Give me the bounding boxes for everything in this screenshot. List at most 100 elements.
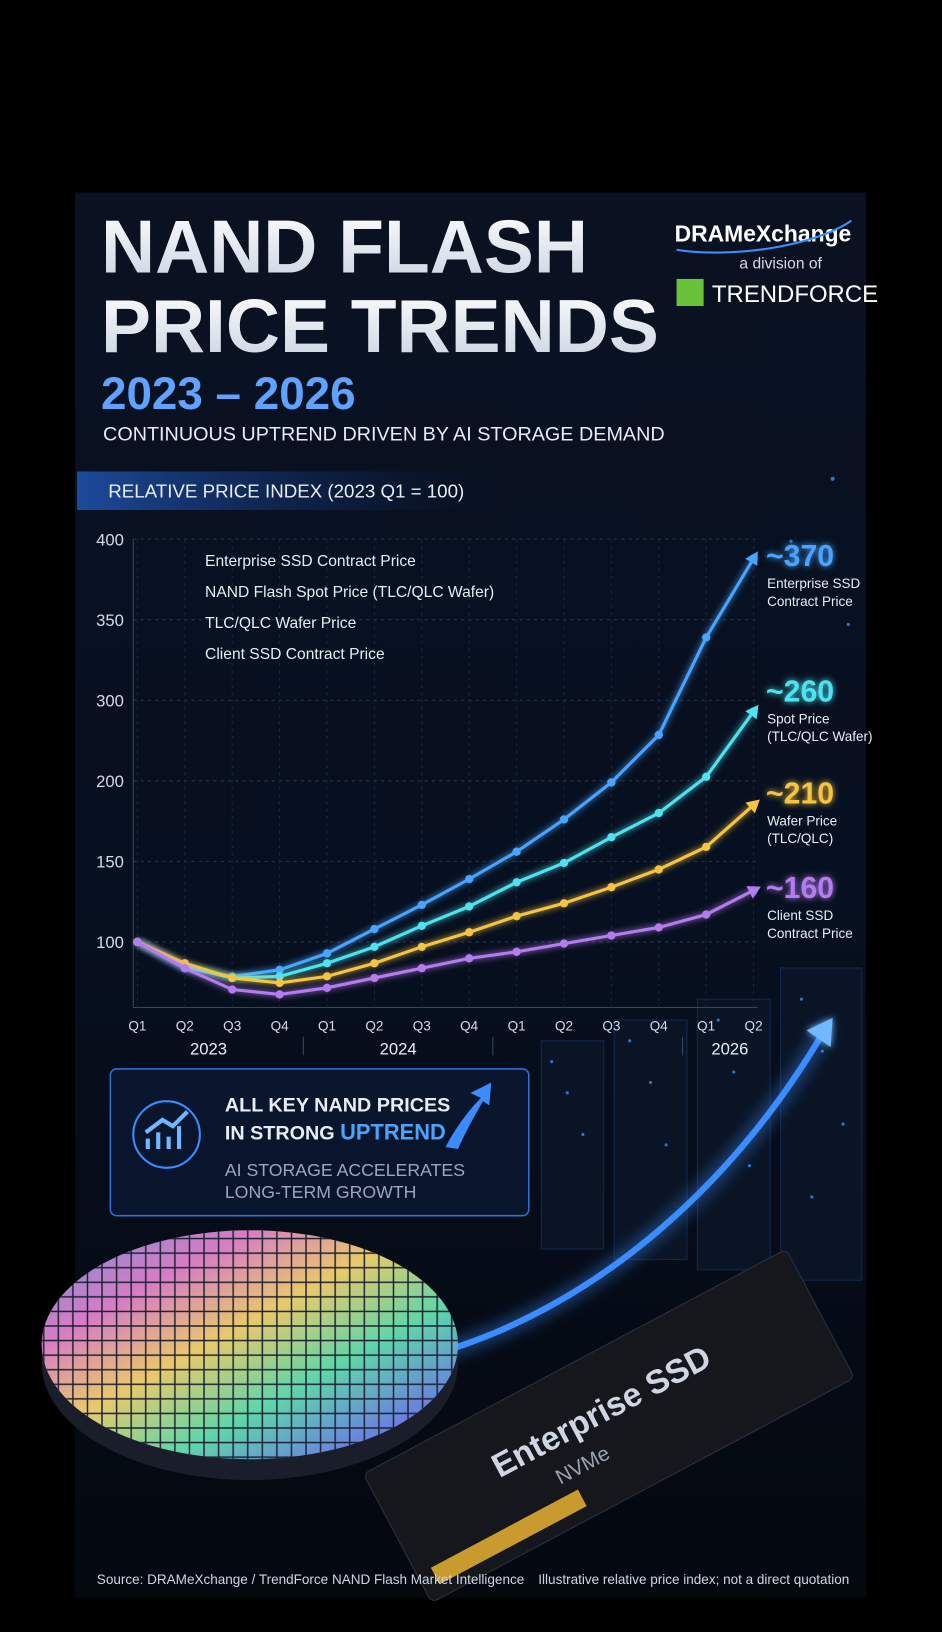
series-line [136,803,755,985]
annotation-text: Wafer Price [767,813,837,828]
callout-line: ALL KEY NAND PRICES [225,1095,451,1117]
data-point [465,928,474,937]
data-point [512,878,521,887]
data-point [275,978,284,988]
legend-label: TLC/QLC Wafer Price [205,615,356,632]
data-point [607,882,616,892]
x-tick-label: Q1 [697,1018,715,1033]
x-tick-label: Q1 [318,1018,336,1033]
data-point [607,833,616,842]
annotation-text: Contract Price [767,926,853,941]
growth-arrow-head [806,1017,833,1048]
annotation-text: Enterprise SSD [767,576,860,591]
data-point [512,911,521,921]
data-point [559,815,569,824]
annotation-text: (TLC/QLC) [767,831,833,846]
logo-icon [676,278,704,306]
header-bar [77,471,515,510]
annotation-value: ~370 [766,540,834,573]
x-tick-label: Q2 [365,1018,383,1033]
legend-label: Enterprise SSD Contract Price [205,553,416,570]
x-tick-label: Q1 [508,1018,526,1033]
footer-note: Illustrative relative price index; not a… [538,1572,849,1587]
axis-title: RELATIVE PRICE INDEX (2023 Q1 = 100) [108,481,464,502]
data-point [370,973,379,983]
annotation-text: Client SSD [767,908,833,923]
data-point [370,942,379,952]
y-tick-label: 400 [96,530,124,549]
callout: ALL KEY NAND PRICES IN STRONG UPTREND AI… [109,1068,530,1217]
x-tick-label: Q3 [223,1018,241,1033]
year-label: 2026 [711,1039,748,1058]
x-tick-label: Q3 [413,1018,431,1033]
annotation-value: ~260 [766,676,834,709]
x-tick-label: Q4 [271,1018,290,1033]
x-tick-label: Q2 [176,1018,194,1033]
subtitle: CONTINUOUS UPTREND DRIVEN BY AI STORAGE … [103,423,665,445]
x-tick-label: Q4 [460,1018,479,1033]
data-point [228,985,237,994]
data-point [275,972,284,981]
data-point [322,983,332,993]
x-tick-label: Q2 [745,1018,763,1033]
year-label: 2024 [380,1039,417,1058]
data-point [559,939,569,948]
data-point [607,778,616,787]
data-point [702,772,711,781]
data-point [465,954,474,963]
series-arrow-head [745,551,758,566]
callout-highlight: UPTREND [340,1120,446,1145]
server-racks [540,476,863,1281]
data-point [275,990,284,999]
data-point [322,949,332,958]
logo-brand: DRAMeXchange [675,220,852,246]
callout-line: AI STORAGE ACCELERATES [225,1160,465,1180]
data-point [702,842,711,852]
data-point [465,902,474,911]
y-tick-label: 150 [96,853,124,872]
y-tick-label: 200 [96,772,124,791]
series-arrow-head [746,886,761,899]
data-point [180,964,189,973]
data-point [417,942,426,952]
annotation-text: (TLC/QLC Wafer) [767,729,872,744]
title: PRICE TRENDS [101,284,659,368]
data-point [417,921,426,930]
series-line [136,889,755,996]
legend-label: Client SSD Contract Price [205,646,385,663]
annotation-text: Contract Price [767,594,853,609]
data-point [512,947,521,956]
period: 2023 – 2026 [101,368,356,419]
callout-text: IN STRONG [225,1123,340,1145]
data-point [417,964,426,973]
annotation-value: ~210 [766,778,834,811]
series-arrow-head [745,799,760,814]
data-point [417,900,426,910]
title: NAND FLASH [101,205,588,289]
callout-line: LONG-TERM GROWTH [225,1182,417,1202]
plot: 400 350 300 200 150 100 Q1 Q2 Q3 Q4 Q1 Q2 Q3 Q4 Q1 Q2 Q3… [96,530,872,1058]
x-tick-label: Q4 [650,1018,669,1033]
series-arrow-head [745,704,759,720]
data-point [702,910,711,919]
wafer [41,1230,458,1481]
data-point [370,924,379,934]
y-tick-label: 350 [96,611,124,630]
x-tick-label: Q1 [128,1018,146,1033]
legend-label: NAND Flash Spot Price (TLC/QLC Wafer) [205,584,494,601]
data-point [559,899,569,908]
data-point [370,959,379,968]
data-point [322,959,332,968]
y-tick-label: 100 [96,933,124,952]
series-line [136,557,755,978]
growth-arrow [436,1023,831,1357]
x-tick-label: Q2 [555,1018,573,1033]
data-point [702,633,711,642]
data-point [654,865,663,874]
data-point [559,858,569,868]
year-label: 2023 [190,1039,227,1058]
logo-parent: TRENDFORCE [712,281,878,308]
annotation-text: Spot Price [767,711,829,726]
